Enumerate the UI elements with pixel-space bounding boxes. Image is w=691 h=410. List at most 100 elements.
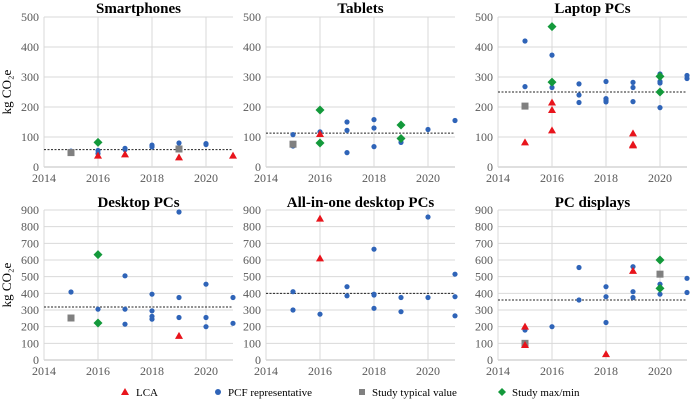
y-tick-label: 400	[21, 40, 39, 54]
lca-point	[175, 331, 183, 339]
x-tick-label: 2020	[416, 171, 440, 185]
pcf-point	[290, 307, 296, 313]
pcf-point	[344, 127, 350, 133]
typical-point	[289, 140, 297, 148]
pcf-point	[122, 273, 128, 279]
y-axis-label: kg CO₂e	[0, 69, 14, 114]
panel-title: Desktop PCs	[97, 195, 179, 211]
lca-point	[602, 350, 610, 358]
typical-point	[67, 149, 75, 157]
pcf-point	[290, 289, 296, 295]
maxmin-point	[655, 71, 665, 81]
pcf-point	[603, 294, 609, 300]
pcf-point	[630, 84, 636, 91]
x-tick-label: 2020	[648, 171, 672, 185]
pcf-point	[684, 275, 690, 281]
legend-typical-marker	[359, 389, 365, 395]
lca-point	[229, 151, 237, 159]
pcf-point	[576, 264, 582, 271]
pcf-point	[630, 294, 636, 301]
pcf-point	[176, 209, 182, 215]
y-tick-label: 200	[475, 100, 493, 114]
y-tick-label: 300	[21, 303, 39, 317]
y-tick-label: 400	[475, 286, 493, 300]
lca-point	[521, 138, 529, 146]
maxmin-point	[315, 138, 325, 148]
maxmin-point	[655, 283, 665, 293]
y-tick-label: 600	[21, 253, 39, 267]
lca-point	[316, 214, 324, 222]
maxmin-point	[315, 105, 325, 115]
x-tick-label: 2014	[486, 364, 510, 378]
panel-title: Smartphones	[96, 1, 181, 17]
x-tick-label: 2018	[594, 364, 618, 378]
y-tick-label: 700	[243, 236, 261, 250]
y-axis-label: kg CO₂e	[0, 262, 14, 307]
x-tick-label: 2014	[32, 171, 56, 185]
y-tick-label: 0	[33, 160, 39, 174]
pcf-point	[371, 125, 377, 131]
pcf-point	[371, 292, 377, 298]
pcf-point	[344, 284, 350, 290]
pcf-point	[344, 293, 350, 299]
pcf-point	[317, 311, 323, 317]
lca-point	[629, 266, 637, 274]
pcf-point	[603, 99, 609, 105]
y-tick-label: 0	[255, 353, 261, 367]
y-tick-label: 200	[21, 100, 39, 114]
y-tick-label: 100	[243, 130, 261, 144]
y-tick-label: 800	[243, 220, 261, 234]
y-tick-label: 400	[243, 286, 261, 300]
y-tick-label: 200	[475, 320, 493, 334]
y-tick-label: 100	[21, 130, 39, 144]
typical-point	[656, 270, 664, 278]
pcf-point	[522, 84, 528, 90]
legend-pcf-label: PCF representative	[228, 387, 312, 399]
lca-point	[629, 141, 637, 149]
panel-desktop-pcs: 0 100 200 300 400 500 600 700 800 900 2014 2016 2018…	[0, 195, 236, 378]
pcf-point	[603, 319, 609, 326]
pcf-point	[176, 294, 182, 301]
y-tick-label: 100	[475, 336, 493, 350]
pcf-point	[657, 291, 663, 297]
x-tick-label: 2020	[416, 364, 440, 378]
y-tick-label: 300	[475, 303, 493, 317]
pcf-point	[230, 294, 236, 301]
x-tick-label: 2016	[86, 364, 110, 378]
pcf-point	[290, 132, 296, 138]
x-tick-label: 2020	[648, 364, 672, 378]
x-tick-label: 2016	[308, 364, 332, 378]
pcf-point	[149, 308, 155, 314]
y-tick-label: 400	[475, 40, 493, 54]
typical-point	[521, 102, 529, 110]
y-tick-label: 300	[243, 70, 261, 84]
maxmin-point	[93, 250, 103, 260]
pcf-point	[425, 126, 431, 133]
x-tick-label: 2018	[140, 364, 164, 378]
y-tick-label: 400	[243, 40, 261, 54]
pcf-point	[576, 81, 582, 87]
pcf-point	[425, 294, 431, 301]
legend-typical-label: Study typical value	[372, 387, 457, 399]
maxmin-point	[655, 87, 665, 97]
pcf-point	[203, 141, 209, 148]
pcf-point	[549, 52, 555, 58]
pcf-point	[630, 79, 636, 85]
y-tick-label: 300	[21, 70, 39, 84]
maxmin-point	[547, 22, 557, 32]
pcf-point	[371, 246, 377, 252]
panel-title: All-in-one desktop PCs	[287, 195, 435, 211]
lca-point	[521, 341, 529, 348]
pcf-point	[149, 316, 155, 322]
pcf-point	[603, 78, 609, 85]
lca-point	[175, 153, 183, 161]
x-tick-label: 2020	[194, 171, 218, 185]
pcf-point	[549, 84, 555, 91]
maxmin-point	[655, 255, 665, 265]
pcf-point	[122, 306, 128, 312]
x-tick-label: 2016	[540, 171, 564, 185]
lca-point	[548, 106, 556, 113]
x-tick-label: 2014	[486, 171, 510, 185]
lca-point	[521, 322, 529, 330]
